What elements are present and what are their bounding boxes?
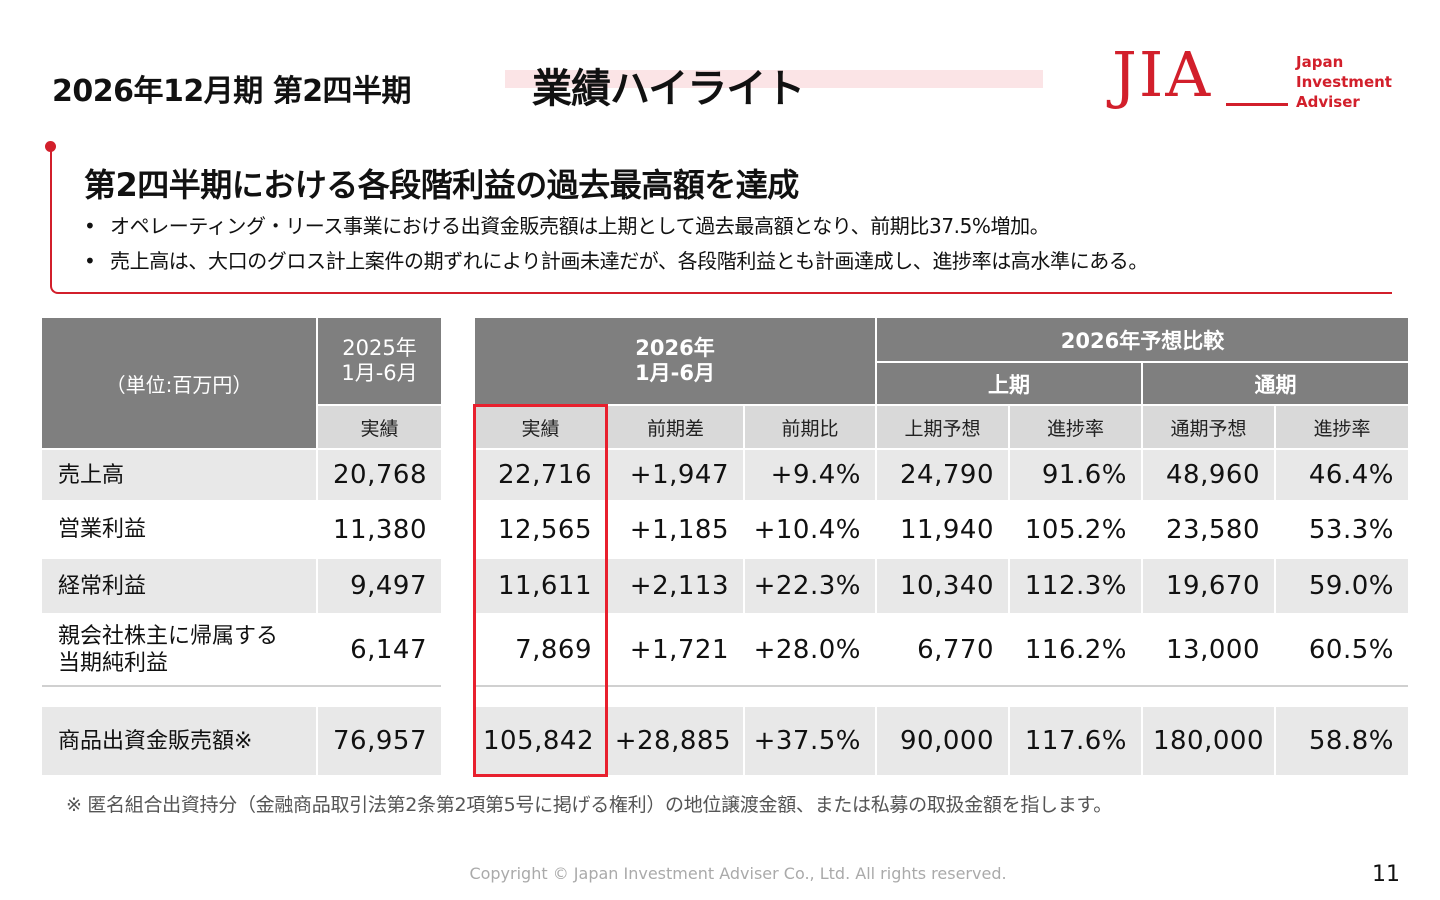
table-cell: 90,000: [877, 707, 1008, 775]
table-cell: 11,380: [318, 502, 441, 557]
table-cell: 76,957: [318, 707, 441, 775]
row-label: 親会社株主に帰属する当期純利益: [42, 615, 316, 685]
table-cell: 60.5%: [1276, 615, 1408, 685]
slide-title-highlight: 業績ハイライト: [532, 66, 805, 112]
table-cell: 22,716: [475, 450, 606, 500]
summary-bullet: • 売上高は、大口のグロス計上案件の期ずれにより計画未達だが、各段階利益とも計画達…: [84, 245, 1148, 274]
table-cell: +37.5%: [745, 707, 875, 775]
forecast-group-header: 2026年予想比較: [877, 318, 1408, 361]
table-cell: 112.3%: [1010, 559, 1141, 613]
logo-text-line: Japan: [1296, 53, 1344, 71]
table-cell: +2,113: [608, 559, 743, 613]
half-year-header: 上期: [877, 363, 1141, 404]
column-header: 前期差: [608, 406, 743, 448]
column-header: 進捗率: [1276, 406, 1408, 448]
row-label: 売上高: [42, 450, 316, 500]
unit-label: （単位:百万円）: [42, 318, 316, 448]
table-cell: 58.8%: [1276, 707, 1408, 775]
table-cell: 12,565: [475, 502, 606, 557]
table-cell: 46.4%: [1276, 450, 1408, 500]
bullet-dot: •: [84, 214, 96, 238]
prev-period-line: 1月-6月: [341, 361, 418, 385]
row-separator: [475, 685, 1408, 687]
page-number: 11: [1372, 862, 1400, 887]
column-header: 進捗率: [1010, 406, 1141, 448]
copyright: Copyright © Japan Investment Adviser Co.…: [469, 864, 1007, 883]
table-cell: 91.6%: [1010, 450, 1141, 500]
row-label: 経常利益: [42, 559, 316, 613]
table-cell: +28,885: [608, 707, 743, 775]
table-cell: 180,000: [1143, 707, 1274, 775]
table-cell: 20,768: [318, 450, 441, 500]
column-header: 実績: [318, 406, 441, 448]
summary-box-border: [50, 146, 1392, 294]
column-header: 上期予想: [877, 406, 1008, 448]
curr-period-header: 2026年 1月-6月: [475, 318, 875, 404]
table-cell: 7,869: [475, 615, 606, 685]
table-cell: 11,940: [877, 502, 1008, 557]
bullet-text: 売上高は、大口のグロス計上案件の期ずれにより計画未達だが、各段階利益とも計画達成…: [110, 249, 1148, 273]
title-underline-band: [505, 70, 1043, 88]
footnote: ※ 匿名組合出資持分（金融商品取引法第2条第2項第5号に掲げる権利）の地位譲渡金…: [66, 794, 1112, 816]
column-header: 前期比: [745, 406, 875, 448]
table-cell: +1,185: [608, 502, 743, 557]
bullet-text: オペレーティング・リース事業における出資金販売額は上期として過去最高額となり、前…: [110, 214, 1050, 238]
logo-underline: [1226, 103, 1288, 106]
curr-period-line: 2026年: [635, 336, 715, 360]
table-cell: 116.2%: [1010, 615, 1141, 685]
full-year-header: 通期: [1143, 363, 1408, 404]
table-cell: 19,670: [1143, 559, 1274, 613]
logo-text-line: Investment: [1296, 73, 1392, 91]
row-label: 営業利益: [42, 502, 316, 557]
summary-box-dot: [45, 141, 56, 152]
table-cell: 13,000: [1143, 615, 1274, 685]
table-cell: +22.3%: [745, 559, 875, 613]
prev-period-header: 2025年 1月-6月: [318, 318, 441, 404]
table-cell: 6,770: [877, 615, 1008, 685]
table-cell: 105.2%: [1010, 502, 1141, 557]
summary-bullet: • オペレーティング・リース事業における出資金販売額は上期として過去最高額となり、…: [84, 210, 1050, 239]
table-cell: +1,721: [608, 615, 743, 685]
column-header: 実績: [475, 406, 606, 448]
slide-title: 2026年12月期 第2四半期: [52, 74, 412, 109]
row-label: 商品出資金販売額※: [42, 707, 316, 775]
table-cell: 105,842: [475, 707, 606, 775]
table-cell: 48,960: [1143, 450, 1274, 500]
table-cell: 9,497: [318, 559, 441, 613]
table-cell: 11,611: [475, 559, 606, 613]
prev-period-line: 2025年: [342, 336, 417, 360]
row-separator: [42, 685, 441, 687]
column-header: 通期予想: [1143, 406, 1274, 448]
bullet-dot: •: [84, 249, 96, 273]
curr-period-line: 1月-6月: [635, 361, 715, 385]
table-cell: 117.6%: [1010, 707, 1141, 775]
logo-mark: JIA: [1112, 38, 1213, 111]
logo-wordmark: Japan Investment Adviser: [1296, 52, 1392, 112]
table-cell: 59.0%: [1276, 559, 1408, 613]
summary-headline: 第2四半期における各段階利益の過去最高額を達成: [84, 166, 799, 204]
table-cell: +1,947: [608, 450, 743, 500]
logo-text-line: Adviser: [1296, 93, 1360, 111]
table-cell: 24,790: [877, 450, 1008, 500]
table-cell: +10.4%: [745, 502, 875, 557]
table-cell: 6,147: [318, 615, 441, 685]
table-cell: 10,340: [877, 559, 1008, 613]
table-cell: +28.0%: [745, 615, 875, 685]
table-cell: +9.4%: [745, 450, 875, 500]
table-cell: 53.3%: [1276, 502, 1408, 557]
table-cell: 23,580: [1143, 502, 1274, 557]
